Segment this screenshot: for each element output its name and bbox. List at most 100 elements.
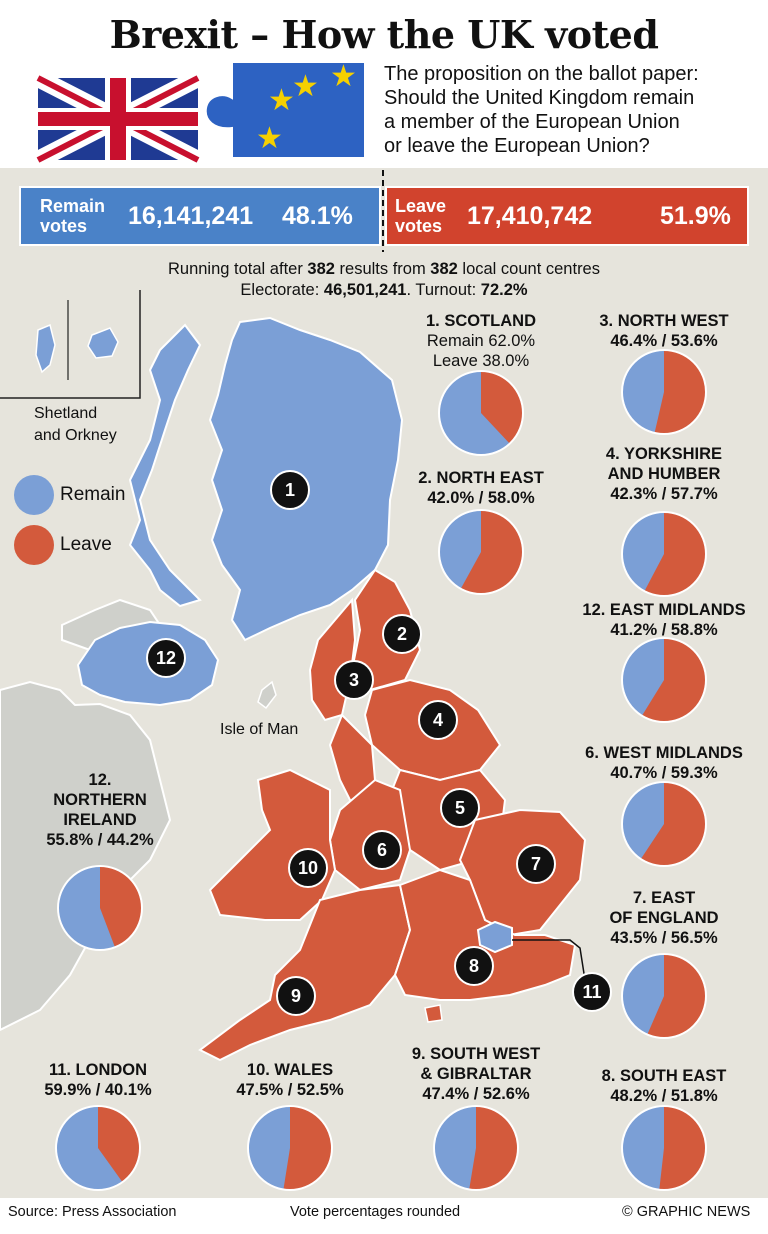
proposition-line: or leave the European Union? [384, 135, 650, 157]
legend-remain-dot [14, 475, 54, 515]
region-label: 4. YORKSHIRE AND HUMBER 42.3% / 57.7% [569, 444, 759, 504]
region-label: 7. EAST OF ENGLAND 43.5% / 56.5% [569, 888, 759, 948]
region-name: & GIBRALTAR [420, 1065, 532, 1083]
region-label: 6. WEST MIDLANDS 40.7% / 59.3% [569, 743, 759, 783]
region-percentages: 43.5% / 56.5% [610, 929, 718, 947]
source-note: Source: Press Association [8, 1204, 177, 1220]
proposition-text: The proposition on the ballot paper: Sho… [384, 62, 764, 158]
region-marker: 7 [516, 844, 556, 884]
pie-leave-slice [659, 1106, 706, 1190]
region-percentages: 55.8% / 44.2% [46, 831, 154, 849]
region-marker: 11 [572, 972, 612, 1012]
region-marker: 9 [276, 976, 316, 1016]
region-name: 11. LONDON [48, 1061, 148, 1079]
region-pie [621, 953, 707, 1039]
region-percentages: 41.2% / 58.8% [610, 621, 718, 639]
region-pie [247, 1105, 333, 1191]
region-pie [55, 1105, 141, 1191]
remain-label: Remain votes [40, 196, 106, 236]
region-label: 12. EAST MIDLANDS 41.2% / 58.8% [569, 600, 759, 640]
region-percentages: 42.0% / 58.0% [427, 489, 535, 507]
region-label: 11. LONDON 59.9% / 40.1% [3, 1060, 193, 1100]
region-percentages: 46.4% / 53.6% [610, 332, 718, 350]
svg-text:★: ★ [292, 69, 319, 104]
region-label: 8. SOUTH EAST 48.2% / 51.8% [569, 1066, 759, 1106]
leave-votes: 17,410,742 [467, 202, 593, 230]
pie-leave-slice [644, 512, 706, 596]
pie-leave-slice [460, 510, 523, 594]
region-percentages: 40.7% / 59.3% [610, 764, 718, 782]
region-marker: 5 [440, 788, 480, 828]
region-name: IRELAND [63, 811, 137, 829]
proposition-line: Should the United Kingdom remain [384, 87, 695, 109]
region-name: 9. SOUTH WEST [411, 1045, 541, 1063]
region-marker: 1 [270, 470, 310, 510]
pie-leave-slice [100, 866, 143, 948]
region-name: AND HUMBER [607, 465, 721, 483]
ireland-landmass [0, 680, 172, 1032]
shetland-shape [35, 323, 56, 374]
region-marker: 3 [334, 660, 374, 700]
pie-leave-slice [654, 350, 706, 434]
region-percentages: 42.3% / 57.7% [610, 485, 718, 503]
svg-text:★: ★ [256, 121, 283, 156]
region-leave-line: Leave 38.0% [432, 352, 530, 370]
region-marker: 2 [382, 614, 422, 654]
region-name: 8. SOUTH EAST [601, 1067, 727, 1085]
pie-leave-slice [641, 638, 707, 722]
region-pie [621, 511, 707, 597]
region-name: 12. EAST MIDLANDS [582, 601, 746, 619]
region-label: 2. NORTH EAST 42.0% / 58.0% [386, 468, 576, 508]
region-percentages: 59.9% / 40.1% [44, 1081, 152, 1099]
leave-bar [385, 186, 749, 246]
region-pie [57, 865, 143, 951]
pie-leave-slice [469, 1106, 519, 1190]
region-percentages: 47.5% / 52.5% [236, 1081, 344, 1099]
remain-votes: 16,141,241 [128, 202, 254, 230]
region-label: 3. NORTH WEST 46.4% / 53.6% [569, 311, 759, 351]
region-marker: 10 [288, 848, 328, 888]
region-pie [621, 637, 707, 723]
region-name: 4. YORKSHIRE [605, 445, 723, 463]
region-pie [433, 1105, 519, 1191]
region-name: 1. SCOTLAND [425, 312, 536, 330]
region-label: 12. NORTHERN IRELAND 55.8% / 44.2% [5, 770, 195, 850]
pie-leave-slice [481, 371, 523, 444]
leave-label: Leave votes [395, 196, 447, 236]
london-shape [476, 920, 513, 954]
region-remain-line: Remain 62.0% [426, 332, 536, 350]
proposition-line: The proposition on the ballot paper: [384, 63, 699, 85]
region-percentages: 48.2% / 51.8% [610, 1087, 718, 1105]
region-label: 10. WALES 47.5% / 52.5% [195, 1060, 385, 1100]
legend-leave-label: Leave [60, 534, 112, 555]
legend-remain-label: Remain [60, 484, 126, 505]
region-marker: 6 [362, 830, 402, 870]
svg-text:★: ★ [268, 83, 295, 118]
region-pie [621, 1105, 707, 1191]
credit: © GRAPHIC NEWS [622, 1204, 751, 1220]
region-label: 9. SOUTH WEST & GIBRALTAR 47.4% / 52.6% [381, 1044, 571, 1104]
remain-pct: 48.1% [282, 202, 353, 230]
page-title: Brexit – How the UK voted [109, 12, 659, 57]
eu-flag-graphic: ★ ★ ★ ★ [204, 59, 366, 159]
region-pie [621, 349, 707, 435]
region-pie [621, 781, 707, 867]
region-marker: 8 [454, 946, 494, 986]
region-name: 2. NORTH EAST [418, 469, 544, 487]
region-name: 7. EAST [632, 889, 696, 907]
legend-leave-dot [14, 525, 54, 565]
region-marker: 12 [146, 638, 186, 678]
uk-flag-graphic [33, 69, 203, 169]
proposition-line: a member of the European Union [384, 111, 680, 133]
rounding-note: Vote percentages rounded [290, 1204, 461, 1220]
region-marker: 4 [418, 700, 458, 740]
region-name: OF ENGLAND [609, 909, 719, 927]
region-name: 10. WALES [246, 1061, 334, 1079]
region-name: 3. NORTH WEST [599, 312, 729, 330]
running-total: Running total after 382 results from 382… [167, 260, 600, 299]
region-pie [438, 509, 524, 595]
orkney-shape [87, 327, 119, 359]
shetland-label: Shetland and Orkney [34, 405, 117, 444]
